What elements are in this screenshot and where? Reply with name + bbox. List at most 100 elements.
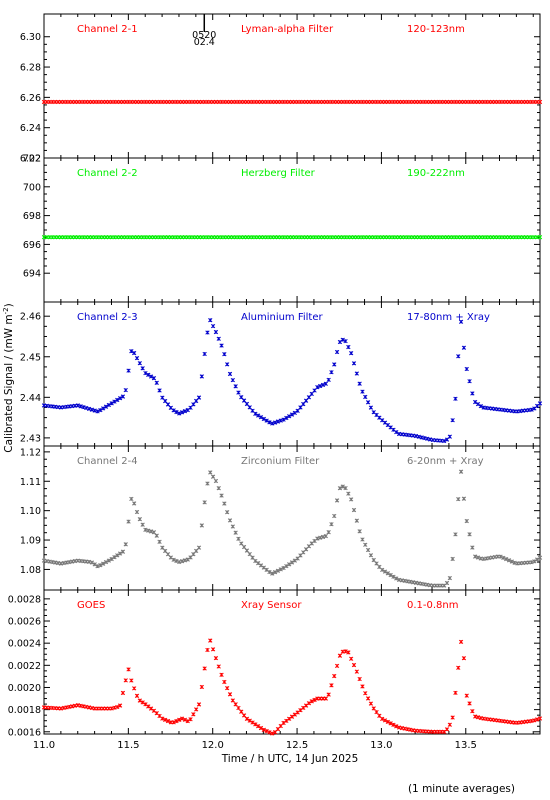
data-point: [292, 410, 297, 416]
data-point: [312, 697, 317, 703]
data-point: [470, 709, 475, 714]
data-point: [332, 673, 337, 679]
data-point: [247, 551, 252, 557]
data-point: [329, 370, 334, 375]
data-point: [498, 554, 503, 559]
data-point: [382, 718, 388, 723]
panel-frame: [43, 13, 541, 159]
data-point: [461, 496, 467, 501]
data-point: [360, 684, 365, 689]
data-point: [458, 319, 464, 324]
data-point: [332, 513, 337, 519]
data-point: [179, 410, 185, 415]
data-point: [318, 535, 323, 540]
data-point: [365, 696, 371, 701]
data-point: [326, 692, 331, 697]
data-point: [326, 530, 331, 535]
data-point: [306, 395, 312, 400]
data-point: [258, 415, 264, 420]
data-point: [188, 717, 193, 722]
data-point: [334, 663, 340, 669]
data-point: [337, 653, 343, 658]
y-tick-label: 6.28: [20, 63, 41, 74]
data-point: [447, 434, 452, 439]
y-tick-label: 0.0022: [8, 661, 41, 672]
panel-label: Xray Sensor: [241, 600, 302, 611]
data-point: [320, 534, 326, 540]
y-axis-label-superscript: -2: [2, 307, 10, 314]
data-point: [470, 391, 475, 396]
data-point: [194, 548, 199, 554]
data-point: [120, 690, 126, 696]
data-point: [264, 418, 269, 423]
data-point: [320, 382, 326, 388]
data-point: [194, 707, 199, 712]
y-tick-label: 694: [23, 269, 41, 280]
data-point: [205, 481, 210, 486]
panel-frame: [43, 301, 541, 447]
data-point: [120, 394, 126, 399]
data-point: [292, 558, 297, 563]
data-point: [371, 706, 376, 711]
data-point: [89, 560, 95, 565]
y-tick-label: 6.22: [20, 154, 41, 165]
x-tick-label: 12.5: [286, 740, 308, 751]
data-point: [151, 376, 157, 381]
data-point: [163, 548, 168, 554]
y-tick-label: 1.11: [20, 477, 41, 488]
data-point: [239, 541, 244, 546]
data-point: [371, 557, 376, 563]
data-point: [258, 725, 264, 731]
panel-frame: [43, 157, 541, 303]
data-point: [467, 532, 472, 537]
data-point: [256, 413, 261, 418]
data-point: [450, 715, 455, 720]
data-point: [461, 656, 467, 661]
data-point: [253, 411, 258, 416]
data-point: [270, 731, 275, 736]
data-point: [126, 519, 131, 524]
data-point: [247, 405, 252, 410]
y-tick-label: 2.44: [20, 393, 41, 404]
data-point: [365, 400, 371, 405]
data-point: [233, 384, 238, 389]
data-point: [270, 421, 275, 426]
data-point: [284, 415, 289, 421]
y-tick-label: 696: [23, 240, 41, 251]
data-point: [177, 559, 182, 565]
data-point: [250, 555, 255, 560]
data-point: [501, 555, 506, 561]
data-point: [154, 533, 159, 538]
data-point: [456, 354, 461, 359]
data-point: [289, 714, 295, 719]
data-point: [312, 388, 317, 393]
panel-2: 694 696 698 700 702 Channel 2-2 Herzberg Filte…: [23, 154, 543, 303]
annotation-text-2: 02.4: [194, 37, 215, 48]
data-point: [346, 491, 351, 496]
data-point: [179, 559, 185, 564]
y-axis-label-main: Calibrated Signal / (mW m: [3, 314, 15, 452]
data-point: [323, 696, 328, 701]
panel-label: 120-123nm: [407, 24, 465, 35]
data-point: [447, 722, 452, 727]
data-point: [137, 361, 142, 366]
data-point: [213, 478, 219, 484]
data-point: [236, 705, 241, 711]
data-point: [394, 724, 399, 729]
data-point: [506, 558, 512, 563]
data-point: [309, 391, 314, 397]
data-point: [208, 318, 213, 323]
y-tick-label: 6.26: [20, 93, 41, 104]
data-point: [261, 727, 266, 732]
data-point: [165, 718, 171, 724]
data-point: [354, 518, 359, 523]
data-point: [394, 429, 399, 435]
data-point: [143, 527, 148, 532]
data-point: [382, 569, 388, 574]
data-point: [126, 667, 131, 672]
data-point: [391, 722, 396, 727]
data-point: [380, 716, 385, 722]
data-point: [349, 497, 354, 502]
data-point: [509, 559, 514, 564]
